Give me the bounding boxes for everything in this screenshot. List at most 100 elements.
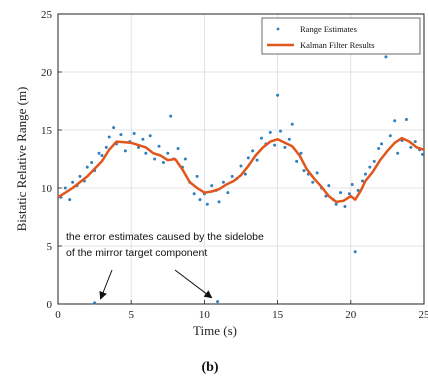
y-tick-label: 15: [41, 125, 53, 137]
range-estimate-point: [148, 134, 152, 138]
range-estimate-point: [169, 114, 173, 118]
range-estimate-point: [279, 129, 283, 133]
range-estimate-point: [384, 55, 388, 59]
range-estimate-point: [183, 157, 187, 161]
range-estimate-point: [192, 192, 196, 196]
x-tick-label: 5: [128, 309, 134, 321]
range-estimate-point: [409, 145, 413, 149]
legend: Range Estimates Kalman Filter Results: [261, 17, 421, 55]
legend-marker-estimates: [276, 27, 280, 31]
range-estimate-point: [251, 149, 255, 153]
range-estimate-point: [396, 151, 400, 155]
plot-frame: [57, 13, 425, 305]
range-estimate-point: [259, 136, 263, 140]
range-estimate-point: [290, 122, 294, 126]
range-estimate-point: [421, 152, 425, 156]
range-estimate-point: [107, 135, 111, 139]
range-estimate-point: [71, 180, 75, 184]
range-estimate-point: [356, 188, 360, 192]
range-estimate-point: [104, 145, 108, 149]
range-estimate-point: [361, 179, 365, 183]
x-tick-label: 20: [345, 309, 357, 321]
x-tick-label: 10: [199, 309, 211, 321]
y-tick-label: 25: [41, 9, 53, 21]
annotation-line-2: of the mirror target component: [66, 247, 207, 259]
range-estimate-point: [123, 149, 127, 153]
range-estimate-point: [388, 134, 392, 138]
range-estimate-point: [221, 180, 225, 184]
range-estimate-point: [377, 147, 381, 151]
range-estimate-point: [299, 151, 303, 155]
range-estimate-point: [97, 151, 101, 155]
range-estimate-point: [195, 174, 199, 178]
kalman-series: [57, 136, 425, 204]
legend-box: [261, 17, 421, 55]
range-estimate-point: [283, 145, 287, 149]
range-estimate-point: [90, 160, 94, 164]
range-estimate-point: [311, 180, 315, 184]
figure-sublabel: (b): [201, 360, 218, 375]
kalman-line: [57, 136, 425, 204]
range-estimate-point: [176, 147, 180, 151]
range-estimate-point: [205, 202, 209, 206]
y-axis-label: Bistatic Relative Range (m): [14, 87, 29, 232]
range-estimate-point: [243, 172, 247, 176]
range-estimate-point: [287, 137, 291, 141]
range-estimate-point: [339, 191, 343, 195]
range-estimate-point: [372, 159, 376, 163]
range-estimate-point: [413, 140, 417, 144]
range-estimate-point: [153, 157, 157, 161]
range-estimate-point: [119, 133, 123, 137]
range-estimate-point: [393, 119, 397, 123]
annotation-line-1: the error estimates caused by the sidelo…: [66, 231, 264, 243]
range-estimate-point: [144, 151, 148, 155]
range-estimate-point: [327, 184, 331, 188]
range-estimate-point: [334, 202, 338, 206]
annotation: the error estimates caused by the sidelo…: [66, 231, 264, 300]
x-axis-label: Time (s): [193, 323, 237, 338]
scatter-series: [59, 55, 425, 305]
range-estimate-point: [246, 156, 250, 160]
range-estimate-point: [85, 165, 89, 169]
range-estimate-point: [157, 144, 161, 148]
range-estimate-point: [343, 205, 347, 209]
y-tick-label: 5: [47, 241, 53, 253]
range-estimate-point: [161, 160, 165, 164]
range-estimate-point: [217, 200, 221, 204]
range-estimate-point: [353, 250, 357, 254]
range-estimate-point: [347, 192, 351, 196]
range-estimate-point: [68, 198, 72, 202]
range-estimate-point: [350, 183, 354, 187]
x-tick-label: 0: [55, 309, 61, 321]
y-tick-label: 20: [41, 67, 53, 79]
x-tick-label: 15: [272, 309, 284, 321]
range-estimate-point: [198, 198, 202, 202]
range-estimate-point: [63, 186, 67, 190]
range-estimate-point: [368, 165, 372, 169]
y-tick-label: 0: [47, 299, 53, 311]
range-estimate-point: [273, 143, 277, 147]
range-estimate-point: [226, 191, 230, 195]
range-estimate-point: [268, 130, 272, 134]
range-estimate-point: [166, 151, 170, 155]
range-estimate-point: [315, 171, 319, 175]
range-estimate-point: [210, 184, 214, 188]
range-estimate-point: [141, 137, 145, 141]
range-estimate-point: [302, 169, 306, 173]
grid: [57, 13, 425, 305]
annotation-arrows: [99, 269, 213, 300]
y-ticks: 0 5 10 15 20 25: [41, 9, 62, 311]
range-estimate-point: [78, 174, 82, 178]
range-estimate-point: [93, 301, 97, 305]
range-estimate-point: [295, 159, 299, 163]
y-tick-label: 10: [41, 183, 53, 195]
annotation-arrow: [174, 269, 213, 299]
x-tick-label: 25: [419, 309, 428, 321]
range-estimate-point: [100, 154, 104, 158]
range-estimate-point: [404, 118, 408, 122]
range-estimate-point: [112, 126, 116, 130]
range-estimate-point: [380, 142, 384, 146]
range-estimate-point: [230, 174, 234, 178]
range-estimate-point: [363, 172, 367, 176]
